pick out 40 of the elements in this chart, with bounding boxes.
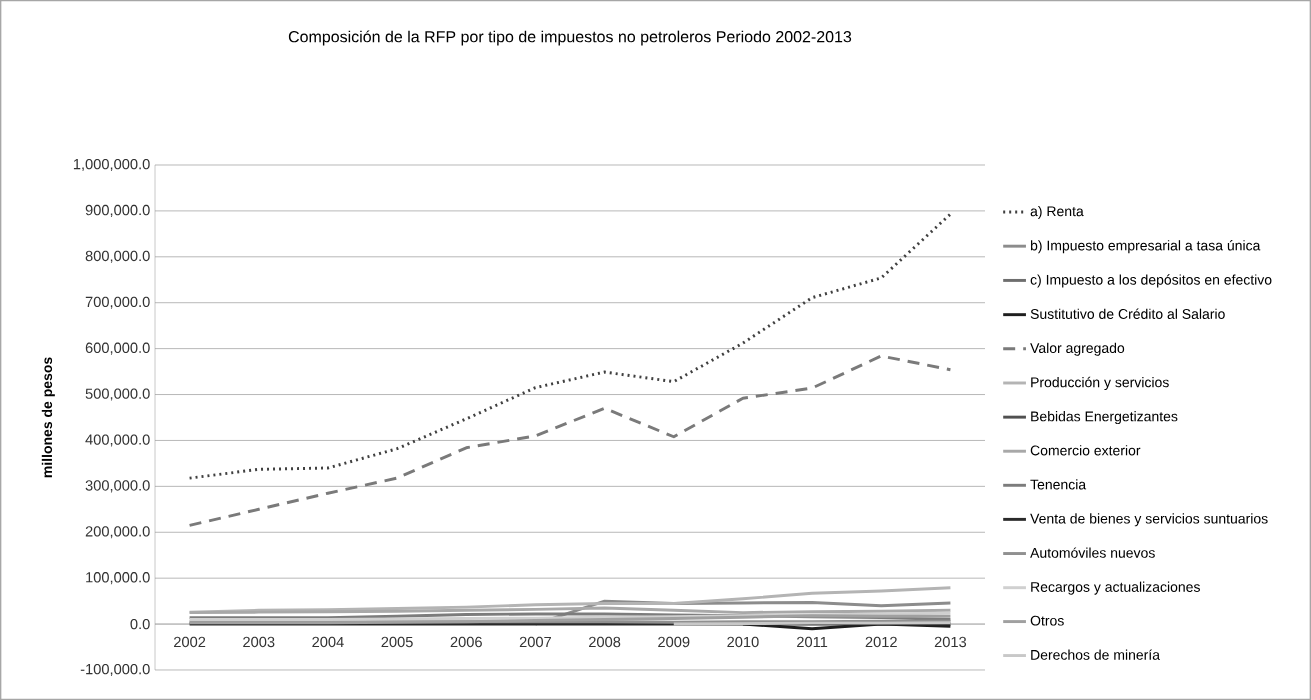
legend-label: Valor agregado bbox=[1030, 342, 1125, 356]
x-tick-label: 2010 bbox=[727, 636, 759, 648]
x-tick-label: 2002 bbox=[174, 636, 206, 648]
y-tick-label: 200,000.0 bbox=[85, 526, 150, 539]
legend-label: c) Impuesto a los depósitos en efectivo bbox=[1030, 274, 1272, 288]
x-tick-label: 2005 bbox=[381, 636, 413, 648]
x-tick-label: 2009 bbox=[658, 636, 690, 648]
y-tick-label: 1,000,000.0 bbox=[73, 158, 150, 172]
legend-label: Producción y servicios bbox=[1031, 376, 1169, 391]
legend-label: Derechos de minería bbox=[1031, 649, 1160, 660]
legend-label: Otros bbox=[1030, 615, 1064, 626]
legend-label: a) Renta bbox=[1030, 205, 1084, 219]
x-tick-label: 2006 bbox=[450, 636, 482, 648]
y-tick-label: 300,000.0 bbox=[85, 480, 150, 493]
x-tick-label: 2013 bbox=[934, 636, 967, 648]
x-tick-label: 2007 bbox=[519, 636, 551, 648]
legend-label: Recargos y actualizaciones bbox=[1031, 581, 1200, 595]
y-axis-title: millones de pesos bbox=[41, 357, 55, 478]
x-tick-label: 2008 bbox=[589, 636, 621, 648]
legend-label: Venta de bienes y servicios suntuarios bbox=[1030, 513, 1268, 527]
y-tick-label: -100,000.0 bbox=[80, 663, 150, 677]
x-tick-label: 2011 bbox=[797, 636, 828, 648]
legend-label: Automóviles nuevos bbox=[1030, 547, 1155, 558]
y-tick-label: 600,000.0 bbox=[85, 342, 150, 355]
legend-label: b) Impuesto empresarial a tasa única bbox=[1030, 240, 1261, 254]
legend-label: Tenencia bbox=[1030, 479, 1087, 490]
legend-label: Bebidas Energetizantes bbox=[1031, 411, 1178, 425]
x-tick-label: 2004 bbox=[312, 636, 344, 648]
y-tick-label: 700,000.0 bbox=[85, 296, 150, 309]
y-tick-label: 500,000.0 bbox=[85, 388, 150, 401]
chart-title: Composición de la RFP por tipo de impuestos no petroleros Periodo 2002-2013 bbox=[288, 30, 852, 46]
legend-label: Comercio exterior bbox=[1030, 445, 1141, 456]
y-tick-label: 800,000.0 bbox=[85, 250, 150, 263]
y-tick-label: 100,000.0 bbox=[86, 572, 150, 585]
x-tick-label: 2003 bbox=[243, 636, 275, 648]
y-tick-label: 400,000.0 bbox=[85, 434, 150, 447]
y-tick-label: 0.0 bbox=[130, 618, 150, 630]
y-tick-label: 900,000.0 bbox=[85, 204, 150, 217]
legend-label: Sustitutivo de Crédito al Salario bbox=[1030, 308, 1225, 319]
x-tick-label: 2012 bbox=[865, 636, 897, 648]
